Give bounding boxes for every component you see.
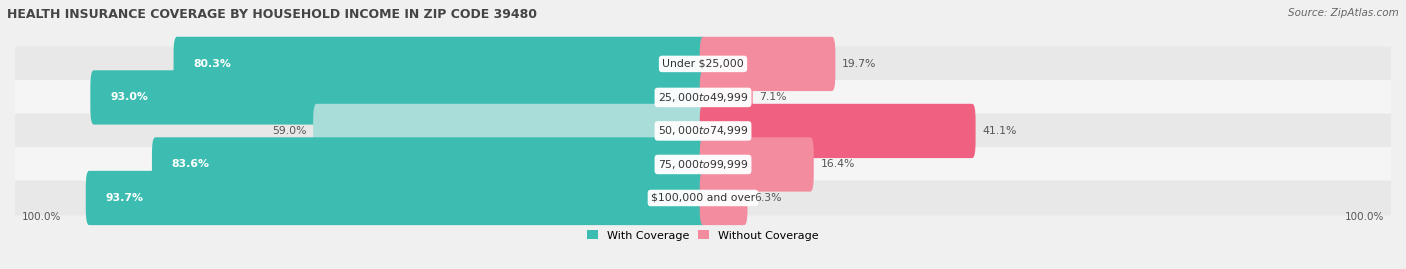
FancyBboxPatch shape xyxy=(15,147,1391,182)
Text: 100.0%: 100.0% xyxy=(21,213,60,222)
Text: 16.4%: 16.4% xyxy=(820,160,855,169)
Text: Source: ZipAtlas.com: Source: ZipAtlas.com xyxy=(1288,8,1399,18)
Text: 41.1%: 41.1% xyxy=(983,126,1017,136)
Text: 93.7%: 93.7% xyxy=(105,193,143,203)
Text: 7.1%: 7.1% xyxy=(759,93,787,102)
Text: $75,000 to $99,999: $75,000 to $99,999 xyxy=(658,158,748,171)
Text: $50,000 to $74,999: $50,000 to $74,999 xyxy=(658,125,748,137)
FancyBboxPatch shape xyxy=(700,171,748,225)
FancyBboxPatch shape xyxy=(86,171,706,225)
Text: Under $25,000: Under $25,000 xyxy=(662,59,744,69)
Text: 19.7%: 19.7% xyxy=(842,59,876,69)
FancyBboxPatch shape xyxy=(700,37,835,91)
FancyBboxPatch shape xyxy=(314,104,706,158)
FancyBboxPatch shape xyxy=(15,47,1391,81)
FancyBboxPatch shape xyxy=(152,137,706,192)
Text: 93.0%: 93.0% xyxy=(110,93,148,102)
Text: 100.0%: 100.0% xyxy=(1346,213,1385,222)
FancyBboxPatch shape xyxy=(700,137,814,192)
FancyBboxPatch shape xyxy=(700,70,752,125)
Text: 6.3%: 6.3% xyxy=(754,193,782,203)
Legend: With Coverage, Without Coverage: With Coverage, Without Coverage xyxy=(582,226,824,245)
FancyBboxPatch shape xyxy=(15,80,1391,115)
FancyBboxPatch shape xyxy=(15,114,1391,148)
FancyBboxPatch shape xyxy=(173,37,706,91)
FancyBboxPatch shape xyxy=(700,104,976,158)
FancyBboxPatch shape xyxy=(15,180,1391,215)
Text: 83.6%: 83.6% xyxy=(172,160,209,169)
Text: 59.0%: 59.0% xyxy=(273,126,307,136)
Text: $25,000 to $49,999: $25,000 to $49,999 xyxy=(658,91,748,104)
Text: 80.3%: 80.3% xyxy=(193,59,231,69)
FancyBboxPatch shape xyxy=(90,70,706,125)
Text: $100,000 and over: $100,000 and over xyxy=(651,193,755,203)
Text: HEALTH INSURANCE COVERAGE BY HOUSEHOLD INCOME IN ZIP CODE 39480: HEALTH INSURANCE COVERAGE BY HOUSEHOLD I… xyxy=(7,8,537,21)
